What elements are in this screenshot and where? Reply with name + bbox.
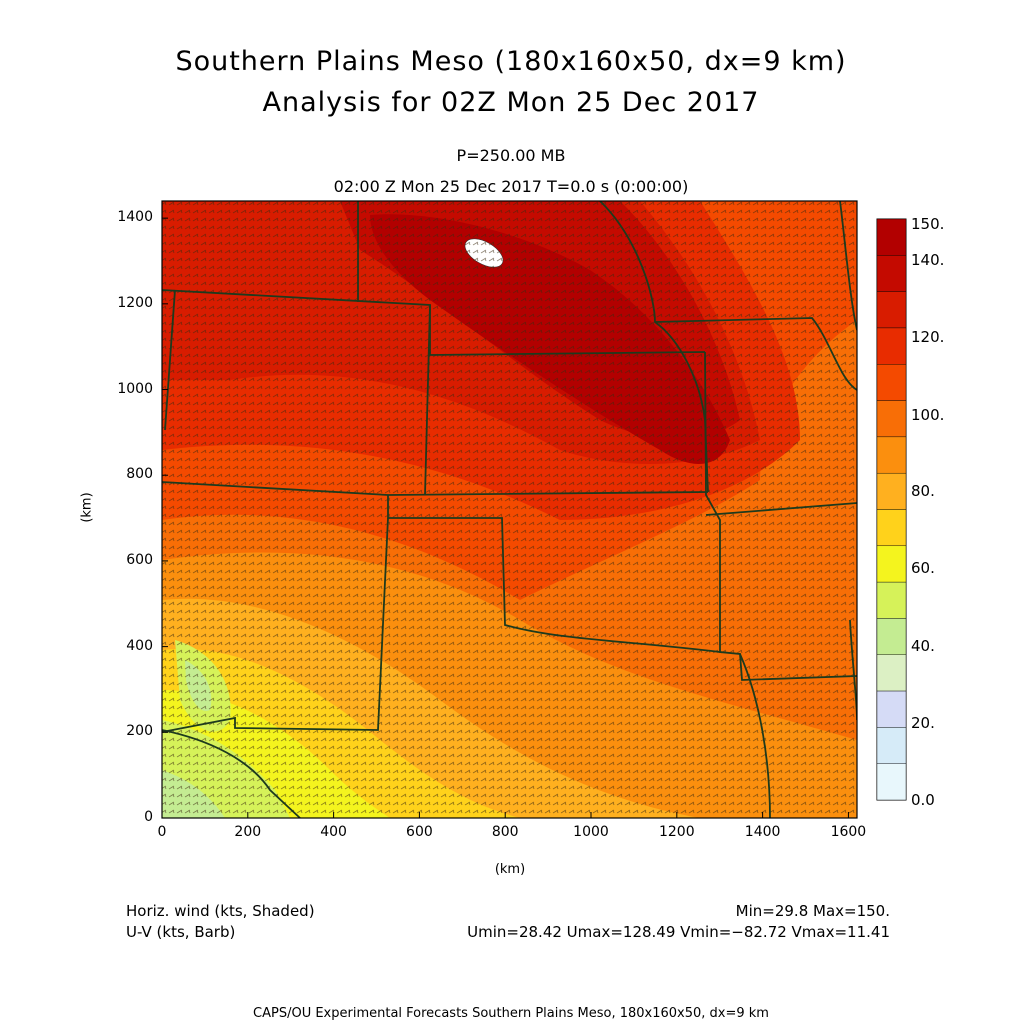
title-line1: Southern Plains Meso (180x160x50, dx=9 k… — [175, 46, 847, 77]
colorbar-cell — [876, 364, 907, 401]
x-tick-label: 1200 — [658, 824, 695, 840]
colorbar-cell — [876, 581, 907, 619]
colorbar-cell — [876, 763, 907, 801]
x-tick-label: 200 — [234, 824, 262, 840]
x-tick-marks — [161, 812, 849, 818]
colorbar-label: 40. — [911, 637, 935, 655]
colorbar-cell — [876, 327, 907, 365]
y-tick-marks — [162, 217, 168, 819]
x-tick-label: 1600 — [830, 824, 867, 840]
colorbar-label: 140. — [911, 251, 945, 269]
x-axis-label: (km) — [494, 862, 526, 877]
colorbar-label: 120. — [911, 328, 945, 346]
colorbar-cell — [876, 218, 907, 256]
y-tick-label: 1200 — [117, 294, 153, 311]
footer: CAPS/OU Experimental Forecasts Southern … — [253, 1006, 769, 1021]
y-tick-label: 800 — [126, 466, 153, 483]
colorbar-cell — [876, 690, 907, 728]
colorbar-label: 150. — [911, 215, 945, 233]
y-tick-label: 200 — [126, 723, 153, 740]
colorbar-label: 20. — [911, 714, 935, 732]
x-tick-label: 600 — [406, 824, 433, 840]
colorbar-label: 80. — [911, 482, 935, 500]
y-tick-label: 1000 — [117, 380, 153, 397]
colorbar-cell — [876, 255, 907, 292]
colorbar-cell — [876, 400, 907, 438]
y-tick-label: 600 — [126, 551, 153, 568]
colorbar-label: 60. — [911, 559, 935, 577]
y-tick-label: 1400 — [117, 209, 153, 226]
colorbar-label: 0.0 — [911, 791, 935, 809]
plot-frame — [161, 200, 858, 819]
colorbar-cell — [876, 727, 907, 764]
colorbar — [876, 218, 907, 801]
field-name: Horiz. wind (kts, Shaded) — [126, 902, 315, 920]
colorbar-cell — [876, 618, 907, 655]
wind-speed-shading — [162, 201, 857, 818]
colorbar-cell — [876, 472, 907, 510]
colorbar-cell — [876, 509, 907, 547]
y-axis-label: (km) — [79, 492, 95, 523]
colorbar-cell — [876, 545, 907, 583]
level-label: P=250.00 MB — [456, 146, 566, 165]
vector-name: U-V (kts, Barb) — [126, 923, 236, 941]
x-tick-label: 1000 — [573, 824, 609, 840]
title-line2: Analysis for 02Z Mon 25 Dec 2017 — [262, 87, 760, 118]
min-max: Min=29.8 Max=150. — [735, 902, 890, 920]
colorbar-cell — [876, 291, 907, 329]
x-tick-label: 0 — [157, 824, 167, 840]
y-tick-label: 0 — [144, 809, 153, 825]
colorbar-label: 100. — [911, 406, 945, 424]
colorbar-cell — [876, 654, 907, 692]
colorbar-cell — [876, 436, 907, 474]
x-tick-label: 1400 — [744, 824, 781, 840]
x-tick-label: 400 — [320, 824, 347, 840]
state-boundaries — [162, 201, 857, 818]
y-tick-label: 400 — [126, 637, 153, 654]
x-tick-label: 800 — [491, 824, 519, 840]
time-label: 02:00 Z Mon 25 Dec 2017 T=0.0 s (0:00:00… — [333, 177, 689, 196]
uv-stats: Umin=28.42 Umax=128.49 Vmin=−82.72 Vmax=… — [467, 923, 890, 941]
